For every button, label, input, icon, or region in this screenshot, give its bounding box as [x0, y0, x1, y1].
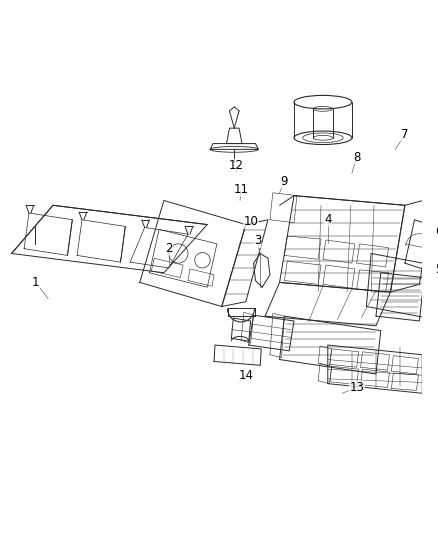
- Text: 7: 7: [401, 128, 409, 141]
- Text: 2: 2: [165, 242, 173, 255]
- Text: 13: 13: [349, 381, 364, 394]
- Text: 14: 14: [238, 369, 253, 382]
- Text: 3: 3: [254, 235, 261, 247]
- Text: 10: 10: [243, 215, 258, 228]
- Text: 8: 8: [353, 151, 360, 164]
- Text: 5: 5: [435, 263, 438, 277]
- Text: 9: 9: [281, 175, 288, 188]
- Text: 6: 6: [435, 225, 438, 238]
- Text: 11: 11: [233, 183, 248, 196]
- Text: 1: 1: [32, 276, 39, 289]
- Text: 12: 12: [229, 159, 244, 172]
- Text: 4: 4: [324, 213, 332, 226]
